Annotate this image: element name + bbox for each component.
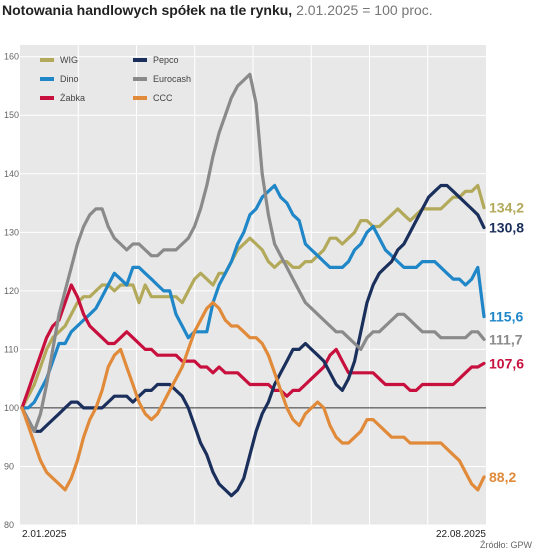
y-tick-label: 120 xyxy=(4,286,19,296)
source-note: Źródło: GPW xyxy=(479,540,532,550)
y-tick-label: 160 xyxy=(4,52,19,62)
series-lines xyxy=(20,72,486,498)
legend-label-ccc: CCC xyxy=(153,93,173,103)
grid xyxy=(20,45,486,526)
end-label-żabka: 107,6 xyxy=(489,355,524,371)
legend-label-wig: WIG xyxy=(60,55,78,65)
end-label-ccc: 88,2 xyxy=(489,469,516,485)
end-label-dino: 115,6 xyxy=(489,309,523,325)
y-axis-ticks: 80 90 100 110 120 130 140 150 160 xyxy=(4,52,19,530)
chart-title: Notowania handlowych spółek na tle rynku… xyxy=(2,2,433,19)
y-tick-label: 80 xyxy=(4,520,14,530)
end-label-eurocash: 111,7 xyxy=(489,331,523,347)
legend: WIG Dino Żabka Pepco Eurocash CCC xyxy=(40,55,191,103)
y-tick-label: 90 xyxy=(4,461,14,471)
y-tick-label: 110 xyxy=(4,344,18,354)
series-line-wig xyxy=(20,183,486,410)
chart-title-sub: 2.01.2025 = 100 proc. xyxy=(296,2,433,18)
y-tick-label: 130 xyxy=(4,227,19,237)
series-line-eurocash xyxy=(20,72,486,433)
end-label-wig: 134,2 xyxy=(489,200,524,216)
x-label-start: 2.01.2025 xyxy=(22,529,67,540)
end-label-pepco: 130,8 xyxy=(489,220,524,236)
legend-label-dino: Dino xyxy=(60,74,79,84)
chart-title-main: Notowania handlowych spółek na tle rynku… xyxy=(2,2,293,18)
end-labels: 134,2 130,8 115,6 111,7 107,6 88,2 xyxy=(489,200,524,485)
x-label-end: 22.08.2025 xyxy=(436,529,486,540)
series-line-pepco xyxy=(20,183,486,498)
series-line-ccc xyxy=(20,301,486,492)
legend-label-pepco: Pepco xyxy=(153,55,179,65)
legend-label-eurocash: Eurocash xyxy=(153,74,191,84)
series-line-dino xyxy=(20,183,486,410)
y-tick-label: 100 xyxy=(4,403,19,413)
series-line-żabka xyxy=(20,283,486,410)
legend-label-żabka: Żabka xyxy=(60,93,85,103)
y-tick-label: 150 xyxy=(4,110,19,120)
y-tick-label: 140 xyxy=(4,169,19,179)
